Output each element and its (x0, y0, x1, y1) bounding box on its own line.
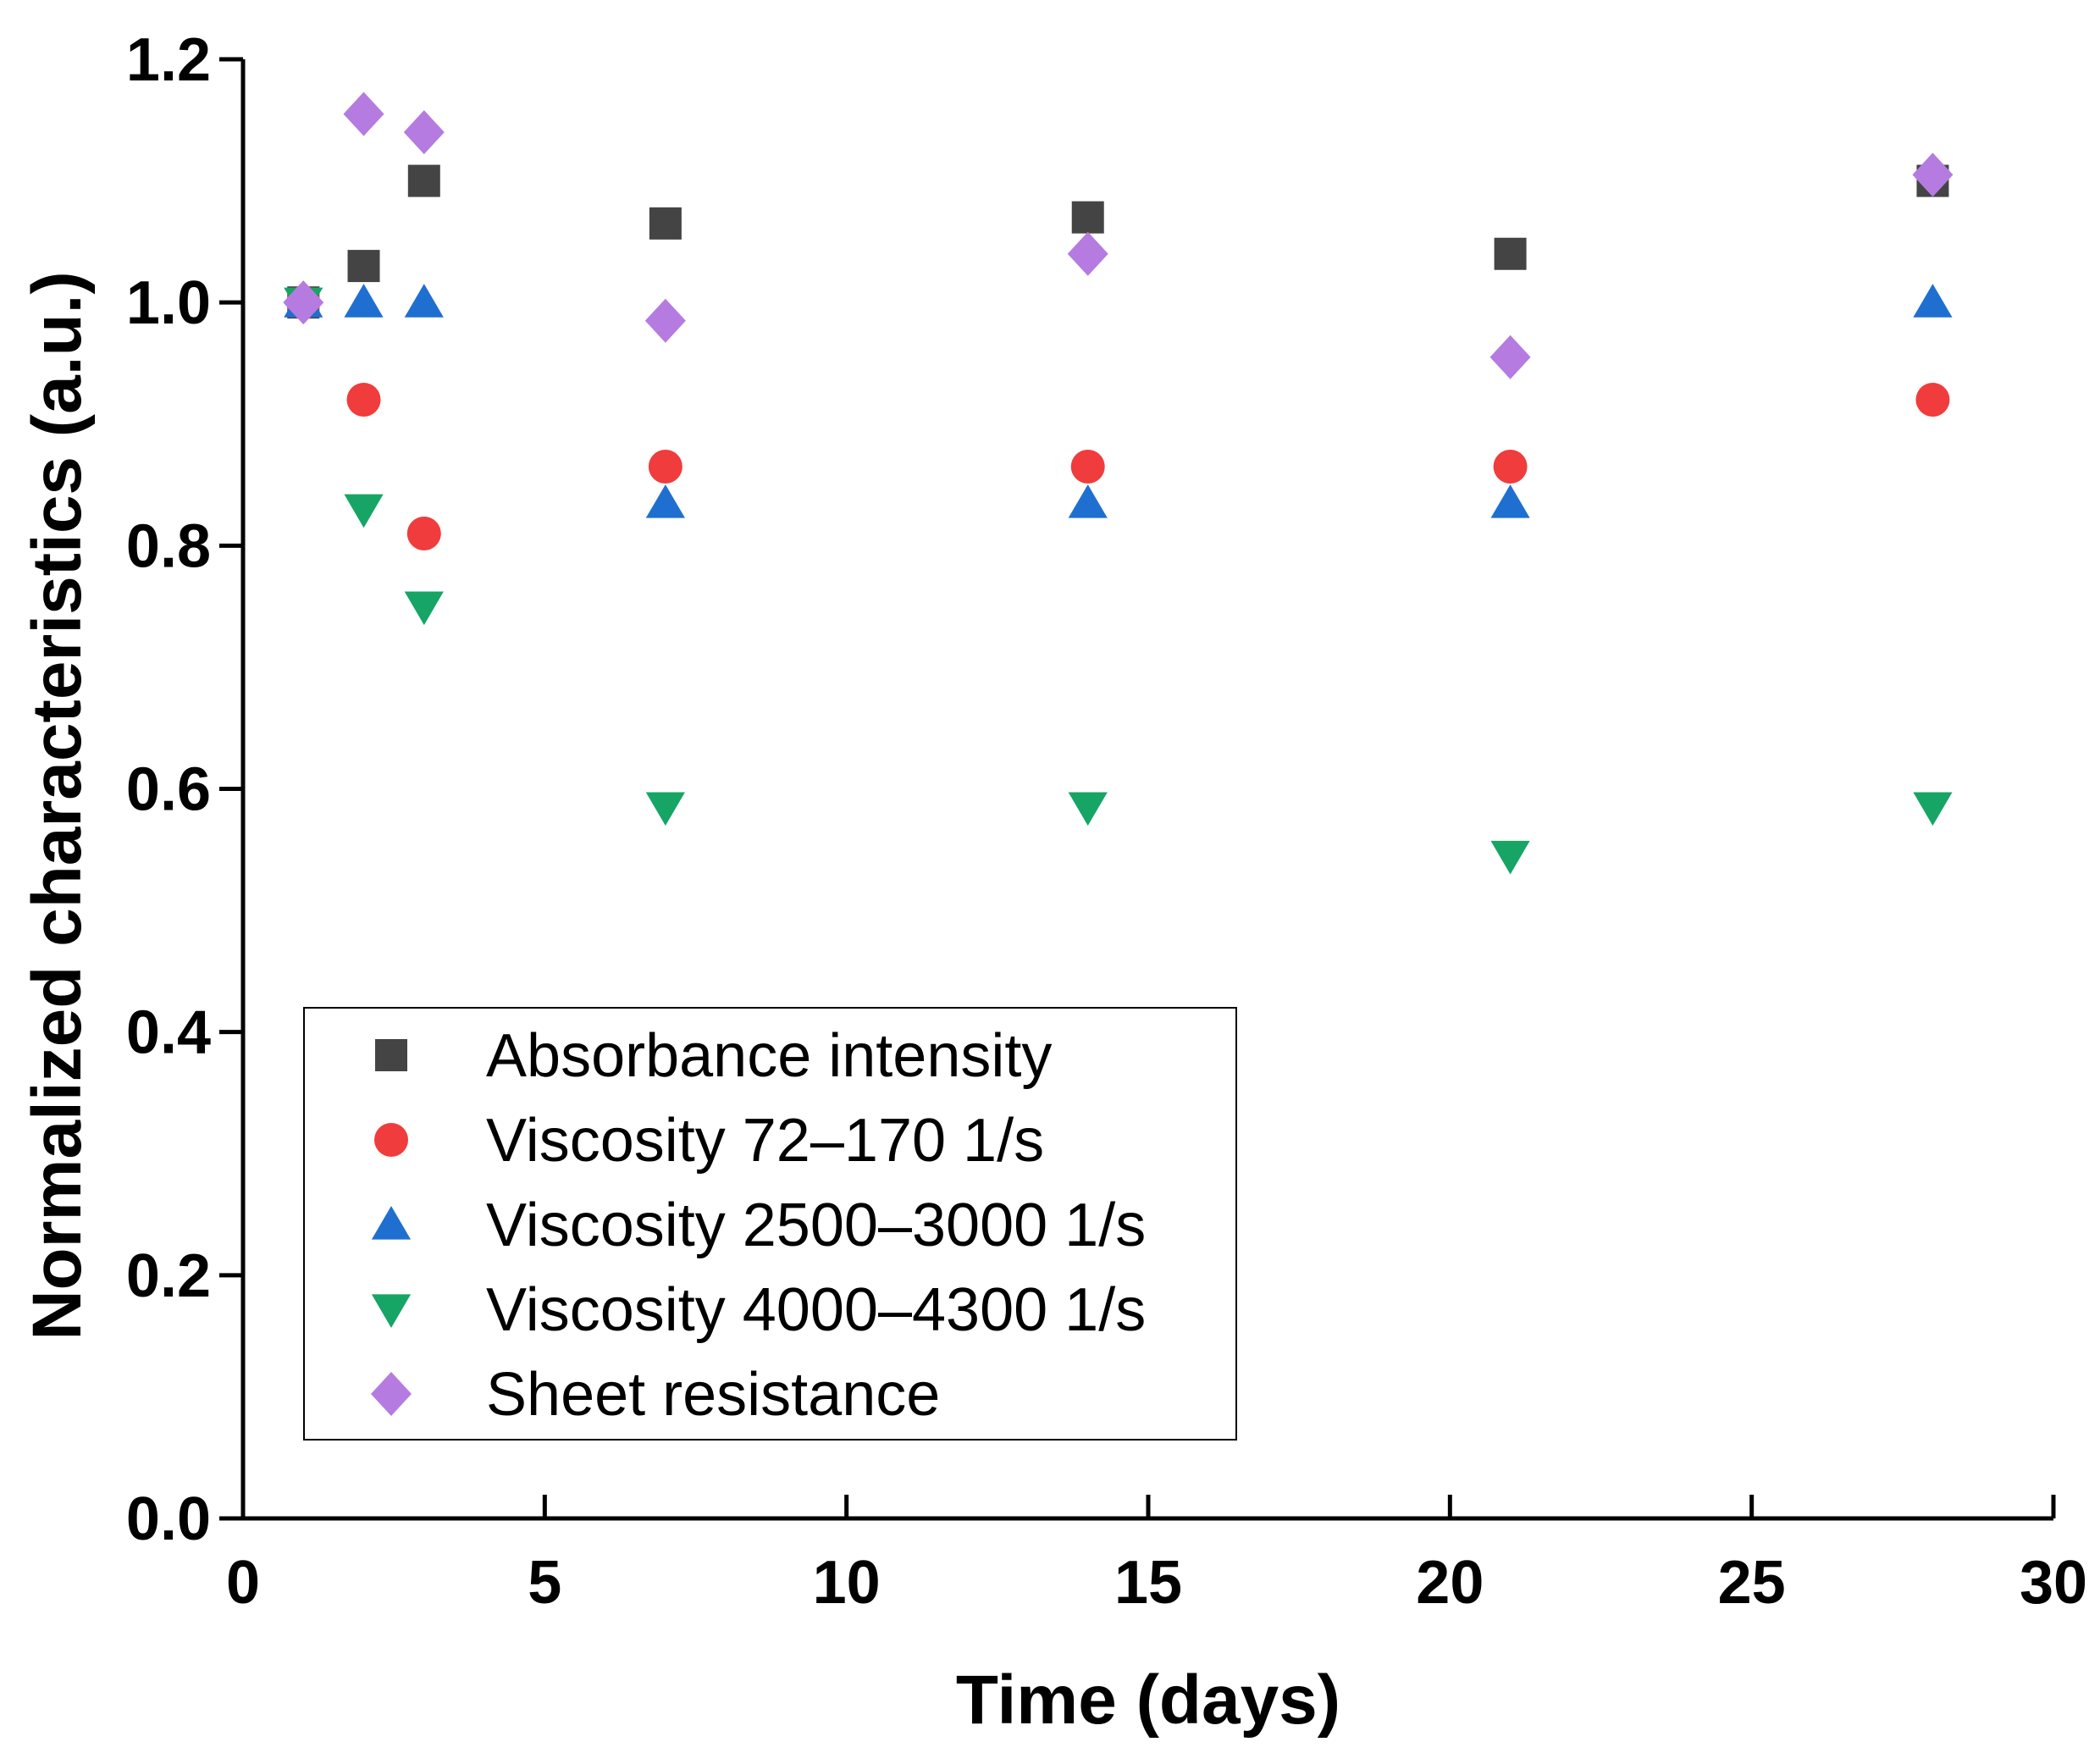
data-point (403, 110, 445, 155)
series-3 (284, 287, 1953, 875)
data-point (649, 207, 682, 240)
y-tick-label: 0.8 (126, 512, 211, 580)
y-tick-label: 0.0 (126, 1485, 211, 1553)
legend-marker (375, 1039, 407, 1071)
data-point (1494, 237, 1527, 270)
series-4 (283, 91, 1954, 379)
x-axis-ticks: 0 5 10 15 20 25 30 (226, 1495, 2087, 1617)
y-axis-title: Normalized characteristics (a.u.) (19, 271, 96, 1340)
data-point (406, 516, 441, 550)
data-point (1490, 484, 1530, 518)
data-point (344, 494, 384, 528)
legend-marker (371, 1206, 412, 1240)
data-point (1489, 335, 1531, 379)
y-tick-label: 0.6 (126, 756, 211, 824)
data-point (1913, 284, 1953, 318)
data-point (1070, 450, 1105, 484)
legend-label: Viscosity 72–170 1/s (486, 1107, 1044, 1175)
x-tick-label: 15 (1114, 1549, 1182, 1617)
legend-label: Absorbance intensity (486, 1022, 1052, 1090)
legend-box (303, 1007, 1237, 1441)
x-tick-label: 25 (1718, 1549, 1786, 1617)
x-tick-label: 5 (528, 1549, 561, 1617)
legend-label: Viscosity 4000–4300 1/s (486, 1276, 1146, 1344)
series-0 (287, 164, 1949, 319)
data-point (1493, 450, 1528, 484)
axes: 0 5 10 15 20 25 30 0.0 0.2 0.4 0.6 0.8 1.0 1.2 (126, 26, 2087, 1617)
data-point (1067, 231, 1108, 276)
y-tick-label: 0.4 (126, 999, 211, 1067)
data-point (648, 450, 682, 484)
legend: Absorbance intensity Viscosity 72–170 1/s… (303, 1007, 1237, 1441)
y-axis-ticks: 0.0 0.2 0.4 0.6 0.8 1.0 1.2 (126, 26, 243, 1553)
data-point (645, 792, 685, 827)
series-2 (284, 284, 1953, 518)
legend-items: Absorbance intensity Viscosity 72–170 1/s… (371, 1022, 1146, 1429)
data-point (404, 591, 444, 626)
data-point (283, 280, 324, 325)
y-tick-label: 0.2 (126, 1242, 211, 1310)
data-point (1490, 840, 1530, 875)
x-tick-label: 20 (1416, 1549, 1484, 1617)
data-point (1913, 792, 1953, 827)
data-point (346, 383, 381, 418)
data-point (344, 284, 384, 318)
y-tick-label: 1.2 (126, 26, 211, 94)
legend-marker (371, 1294, 412, 1328)
legend-label: Sheet resistance (486, 1361, 940, 1429)
legend-label: Viscosity 2500–3000 1/s (486, 1192, 1146, 1259)
x-axis-title: Time (days) (956, 1662, 1340, 1739)
series-1 (286, 285, 1950, 550)
data-point (1068, 484, 1108, 518)
legend-marker (374, 1123, 408, 1157)
x-tick-label: 30 (2020, 1549, 2087, 1617)
legend-marker (371, 1372, 412, 1416)
data-point (1912, 152, 1954, 197)
data-point (407, 164, 440, 197)
data-point (645, 484, 685, 518)
x-tick-label: 0 (226, 1549, 260, 1617)
data-point (343, 91, 384, 136)
x-tick-label: 10 (813, 1549, 881, 1617)
data-points (283, 91, 1954, 875)
data-point (1071, 201, 1104, 234)
data-point (644, 298, 686, 343)
data-point (404, 284, 444, 318)
y-tick-label: 1.0 (126, 269, 211, 337)
data-point (1068, 792, 1108, 827)
data-point (1915, 383, 1950, 418)
data-point (347, 250, 380, 283)
